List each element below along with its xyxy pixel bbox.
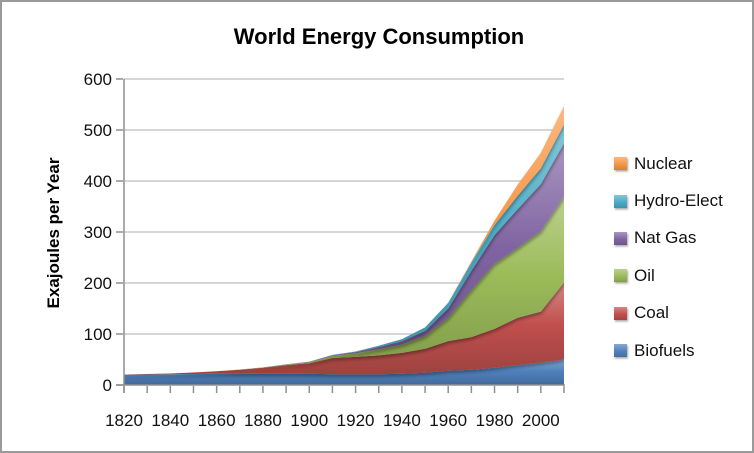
x-tick-label-1820: 1820 bbox=[105, 411, 143, 430]
legend-label: Hydro-Elect bbox=[634, 191, 723, 211]
y-tick-label-400: 400 bbox=[84, 172, 112, 191]
chart-title: World Energy Consumption bbox=[233, 24, 525, 49]
oil-swatch bbox=[614, 269, 627, 283]
legend-item-nat-gas: Nat Gas bbox=[614, 220, 723, 257]
x-tick-label-1900: 1900 bbox=[290, 411, 328, 430]
legend: Nuclear Hydro-Elect Nat Gas Oil Coal Bio… bbox=[614, 145, 723, 369]
y-tick-label-300: 300 bbox=[84, 223, 112, 242]
x-tick-label-1940: 1940 bbox=[383, 411, 421, 430]
legend-item-coal: Coal bbox=[614, 295, 723, 332]
legend-label: Nuclear bbox=[634, 153, 693, 173]
y-tick-label-500: 500 bbox=[84, 121, 112, 140]
x-tick-label-1960: 1960 bbox=[429, 411, 467, 430]
legend-label: Nat Gas bbox=[634, 228, 697, 248]
nuclear-swatch bbox=[614, 157, 627, 171]
legend-item-nuclear: Nuclear bbox=[614, 145, 723, 182]
nat-gas-swatch bbox=[614, 231, 627, 245]
x-tick-label-1840: 1840 bbox=[151, 411, 189, 430]
area-stack bbox=[124, 106, 564, 385]
area-oil bbox=[124, 196, 564, 375]
x-tick-label-1980: 1980 bbox=[476, 411, 514, 430]
hydro-elect-swatch bbox=[614, 194, 627, 208]
x-tick-label-1920: 1920 bbox=[337, 411, 375, 430]
legend-label: Oil bbox=[634, 265, 655, 285]
x-tick-label-1880: 1880 bbox=[244, 411, 282, 430]
y-tick-label-200: 200 bbox=[84, 274, 112, 293]
y-tick-label-0: 0 bbox=[103, 376, 112, 395]
x-tick-label-2000: 2000 bbox=[522, 411, 560, 430]
legend-item-oil: Oil bbox=[614, 257, 723, 294]
legend-label: Biofuels bbox=[634, 340, 695, 360]
x-tick-label-1860: 1860 bbox=[198, 411, 236, 430]
area-biofuels bbox=[124, 359, 564, 385]
legend-item-biofuels: Biofuels bbox=[614, 332, 723, 369]
area-coal bbox=[124, 282, 564, 375]
legend-item-hydro-elect: Hydro-Elect bbox=[614, 182, 723, 219]
y-tick-label-600: 600 bbox=[84, 70, 112, 89]
y-tick-label-100: 100 bbox=[84, 325, 112, 344]
legend-label: Coal bbox=[634, 303, 669, 323]
biofuels-swatch bbox=[614, 344, 627, 358]
coal-swatch bbox=[614, 306, 627, 320]
